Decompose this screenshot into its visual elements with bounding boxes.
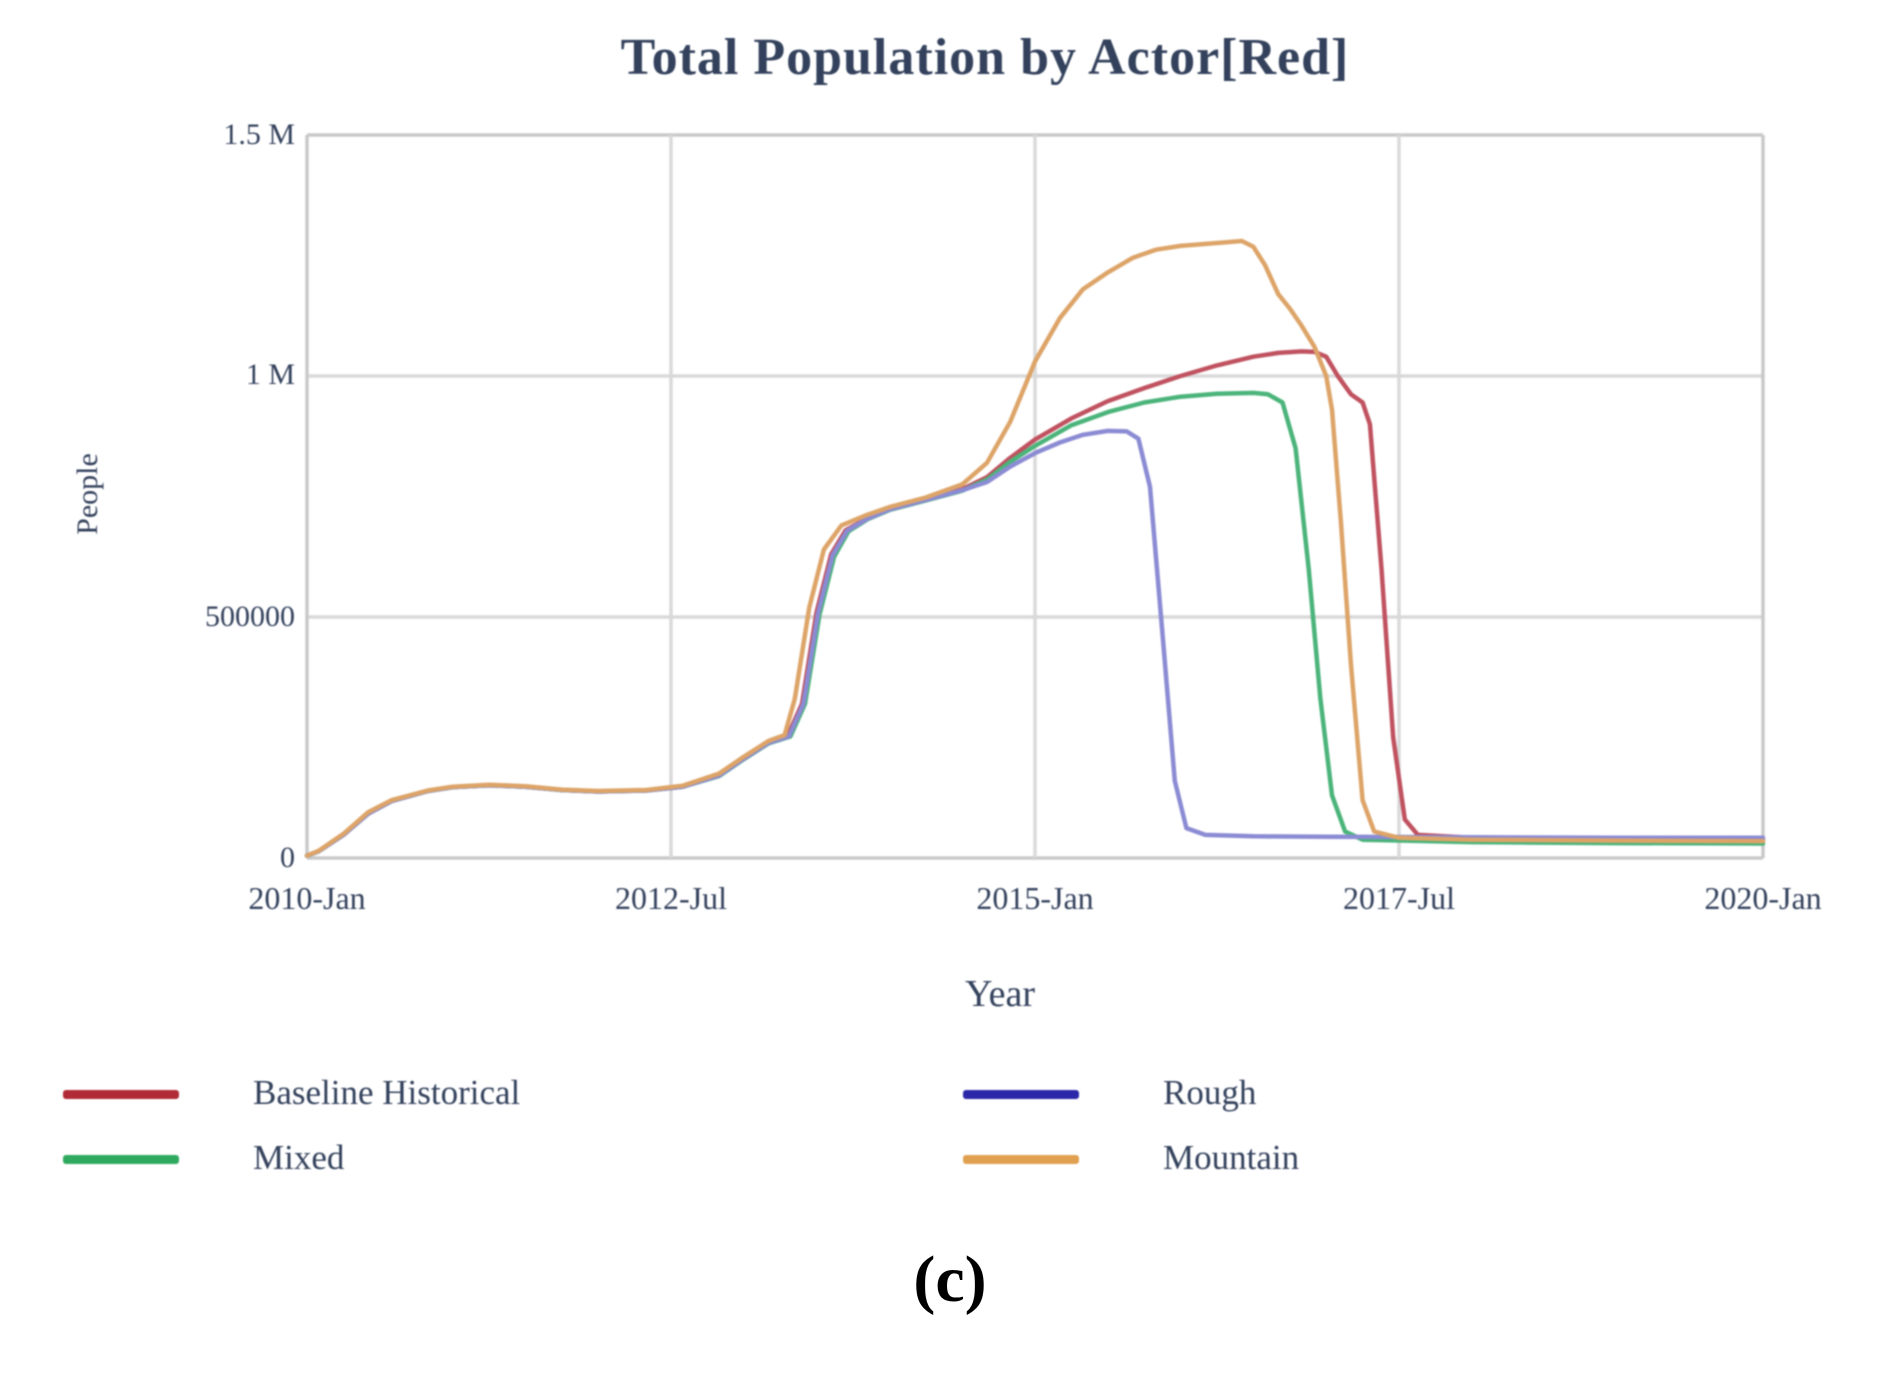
x-tick-label: 2015-Jan: [976, 880, 1094, 916]
y-tick-label: 1.5 M: [223, 118, 295, 151]
legend-swatch-mountain: [963, 1155, 1079, 1164]
series-lines: [304, 238, 1766, 858]
chart-title: Total Population by Actor[Red]: [620, 29, 1350, 86]
legend-swatch-rough: [963, 1090, 1079, 1099]
legend-swatch-mixed: [63, 1155, 179, 1164]
x-axis-title: Year: [964, 973, 1036, 1015]
y-tick-label: 500000: [205, 600, 295, 633]
x-tick-label: 2017-Jul: [1343, 880, 1455, 916]
y-tick-label: 1 M: [245, 358, 295, 391]
figure-caption: (c): [913, 1243, 987, 1316]
legend-label-mixed: Mixed: [253, 1138, 345, 1177]
y-axis-title: People: [71, 453, 104, 535]
series-line-mountain: [304, 238, 1766, 858]
grid-lines: [305, 133, 1765, 860]
x-tick-label: 2012-Jul: [615, 880, 727, 916]
x-tick-label: 2020-Jan: [1704, 880, 1822, 916]
legend-swatch-baseline-historical: [63, 1090, 179, 1099]
legend-label-baseline-historical: Baseline Historical: [253, 1073, 521, 1112]
legend-label-mountain: Mountain: [1163, 1138, 1300, 1177]
x-tick-label: 2010-Jan: [248, 880, 366, 916]
legend-label-rough: Rough: [1163, 1073, 1257, 1112]
y-tick-label: 0: [280, 841, 295, 874]
